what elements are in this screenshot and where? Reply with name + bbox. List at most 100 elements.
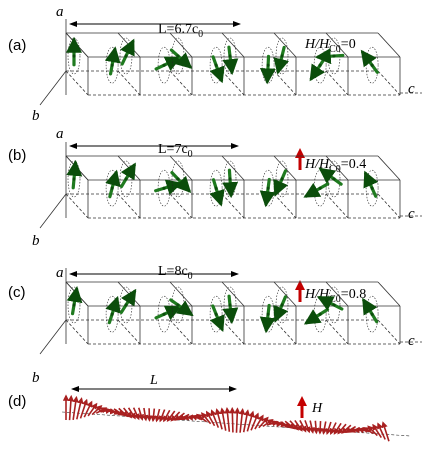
box-edge xyxy=(65,32,89,58)
spin-site xyxy=(318,312,322,316)
spin-arrow xyxy=(309,56,327,82)
helix-spin xyxy=(132,407,140,421)
period-label: L=8c0 xyxy=(158,264,193,282)
spin-arrow xyxy=(303,182,330,198)
spin-arrow xyxy=(316,296,344,311)
panel-c: (c) a b c L=8c0 H/HC0=0.8 xyxy=(8,264,422,386)
spin-arrow xyxy=(303,307,330,325)
axis-a-label: a xyxy=(56,126,64,142)
spin-ellipse xyxy=(67,37,81,75)
helix-spin xyxy=(141,407,149,422)
spin-ellipse xyxy=(67,286,81,324)
spin-site xyxy=(332,177,336,181)
spin-arrow xyxy=(273,45,290,75)
spin-site xyxy=(318,186,322,190)
helix-spin xyxy=(234,407,241,433)
spin-site xyxy=(124,303,128,307)
helix-spin xyxy=(312,420,320,435)
field-arrow-icon xyxy=(297,396,307,418)
field-label: H xyxy=(311,401,323,416)
spin-site xyxy=(214,186,218,190)
helix-spin xyxy=(79,398,89,419)
spin-site xyxy=(266,312,270,316)
spin-arrow xyxy=(209,55,225,84)
box-edge xyxy=(377,281,401,307)
helix-spin xyxy=(246,410,255,432)
field-label: H/HC0=0 xyxy=(304,37,356,55)
spin-arrow xyxy=(154,305,182,321)
helix-spin xyxy=(67,394,75,421)
spin-ellipse xyxy=(223,286,237,324)
spin-ellipse xyxy=(275,37,289,75)
box-edge xyxy=(377,155,401,181)
panel-letter: (a) xyxy=(8,37,26,54)
spin-site xyxy=(162,63,166,67)
helix-spin xyxy=(304,420,311,434)
spin-site xyxy=(176,177,180,181)
spin-ellipse xyxy=(209,169,223,207)
spin-arrow xyxy=(119,288,137,315)
spin-site xyxy=(124,177,128,181)
box-edge xyxy=(325,32,349,58)
spin-site xyxy=(72,177,76,181)
helix-spin xyxy=(219,407,227,431)
box-edge xyxy=(325,193,349,219)
box-edge xyxy=(377,32,401,58)
spin-arrow xyxy=(105,295,121,325)
helix-spin xyxy=(214,408,223,430)
field-label: H/HC0=0.8 xyxy=(304,287,366,305)
spin-site xyxy=(162,186,166,190)
axis-a-label: a xyxy=(56,4,64,20)
spin-arrow xyxy=(259,303,276,334)
helix-spin xyxy=(275,421,288,428)
spin-arrow xyxy=(170,171,192,193)
spin-arrow xyxy=(66,286,83,316)
helix-spin xyxy=(258,416,269,429)
spin-ellipse xyxy=(105,295,119,333)
spin-site xyxy=(110,186,114,190)
field-arrow-head xyxy=(295,148,305,158)
helix-spin xyxy=(377,422,386,440)
box-edge xyxy=(273,70,297,96)
spin-arrow xyxy=(363,170,379,198)
helix-spin xyxy=(224,406,231,432)
spin-arrow xyxy=(169,48,193,69)
box-edge xyxy=(325,319,349,345)
helix-spin xyxy=(308,420,315,434)
panel-letter: (b) xyxy=(8,147,26,164)
helix-spin xyxy=(238,408,246,433)
spin-site xyxy=(318,63,322,67)
spin-site xyxy=(228,54,232,58)
helix-spin xyxy=(76,397,84,420)
spin-site xyxy=(228,303,232,307)
helix-spin xyxy=(154,408,161,423)
field-arrow-head xyxy=(297,396,307,406)
axis-c-label: c xyxy=(408,81,415,97)
spin-site xyxy=(280,303,284,307)
spin-site xyxy=(370,186,374,190)
field-arrow-icon xyxy=(295,148,305,170)
spin-site xyxy=(124,54,128,58)
box-edge xyxy=(377,70,401,96)
panel-letter: (d) xyxy=(8,393,26,410)
helix-spin xyxy=(316,421,324,435)
spin-arrow xyxy=(209,178,225,207)
box-edge xyxy=(221,155,245,181)
spin-site xyxy=(72,303,76,307)
spin-arrow xyxy=(209,304,225,333)
spin-arrow xyxy=(154,179,183,195)
box-edge xyxy=(325,281,349,307)
spin-site xyxy=(228,177,232,181)
spin-lattice xyxy=(39,142,422,229)
spin-ellipse xyxy=(223,160,237,198)
period-label: L=6.7c0 xyxy=(158,22,203,40)
spin-site xyxy=(280,54,284,58)
helix-spin xyxy=(87,402,98,417)
axis-b-label: b xyxy=(32,233,40,249)
box-edge xyxy=(169,193,193,219)
spin-ellipse xyxy=(105,46,119,84)
spin-arrow xyxy=(273,295,289,323)
panel-d: (d) L H xyxy=(8,373,411,442)
panel-a: (a) a b c L=6.7c0 H/HC0=0 xyxy=(8,4,422,124)
